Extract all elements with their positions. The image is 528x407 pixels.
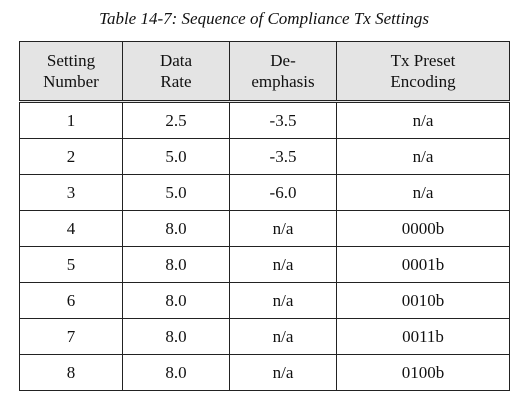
cell-setting-number: 6 [19, 282, 123, 319]
column-header-setting-number: Setting Number [19, 41, 123, 103]
cell-tx-preset-encoding: 0000b [336, 210, 510, 247]
cell-tx-preset-encoding: n/a [336, 174, 510, 211]
table-row: 2 5.0 -3.5 n/a [19, 138, 510, 175]
cell-tx-preset-encoding: 0100b [336, 354, 510, 391]
header-text: Data [159, 51, 193, 70]
cell-setting-number: 2 [19, 138, 123, 175]
cell-setting-number: 8 [19, 354, 123, 391]
column-header-de-emphasis: De- emphasis [229, 41, 337, 103]
table-body: 1 2.5 -3.5 n/a 2 5.0 -3.5 n/a 3 5.0 -6.0… [19, 101, 510, 391]
table-header: Setting Number Data Rate De- emphasis Tx… [19, 41, 510, 103]
cell-setting-number: 1 [19, 101, 123, 139]
cell-setting-number: 7 [19, 318, 123, 355]
cell-data-rate: 5.0 [122, 138, 230, 175]
cell-de-emphasis: n/a [229, 318, 337, 355]
header-text: De- [270, 51, 296, 70]
cell-data-rate: 8.0 [122, 282, 230, 319]
table-row: 3 5.0 -6.0 n/a [19, 174, 510, 211]
cell-setting-number: 3 [19, 174, 123, 211]
column-header-tx-preset-encoding: Tx Preset Encoding [336, 41, 510, 103]
table-row: 4 8.0 n/a 0000b [19, 210, 510, 247]
cell-tx-preset-encoding: 0010b [336, 282, 510, 319]
cell-data-rate: 8.0 [122, 354, 230, 391]
cell-de-emphasis: n/a [229, 354, 337, 391]
header-text: Number [43, 72, 99, 91]
header-text: Rate [160, 72, 192, 91]
header-row: Setting Number Data Rate De- emphasis Tx… [19, 41, 510, 103]
header-text: Setting [46, 51, 96, 70]
table-row: 1 2.5 -3.5 n/a [19, 101, 510, 139]
cell-de-emphasis: -3.5 [229, 101, 337, 139]
table-row: 7 8.0 n/a 0011b [19, 318, 510, 355]
cell-tx-preset-encoding: n/a [336, 101, 510, 139]
cell-data-rate: 2.5 [122, 101, 230, 139]
cell-de-emphasis: -6.0 [229, 174, 337, 211]
cell-de-emphasis: n/a [229, 282, 337, 319]
cell-setting-number: 4 [19, 210, 123, 247]
compliance-tx-settings-table: Setting Number Data Rate De- emphasis Tx… [19, 41, 510, 391]
header-text: Encoding [390, 72, 456, 91]
cell-de-emphasis: n/a [229, 246, 337, 283]
cell-tx-preset-encoding: 0001b [336, 246, 510, 283]
table-row: 8 8.0 n/a 0100b [19, 354, 510, 391]
table-row: 5 8.0 n/a 0001b [19, 246, 510, 283]
cell-data-rate: 8.0 [122, 246, 230, 283]
table-row: 6 8.0 n/a 0010b [19, 282, 510, 319]
cell-de-emphasis: -3.5 [229, 138, 337, 175]
cell-setting-number: 5 [19, 246, 123, 283]
cell-de-emphasis: n/a [229, 210, 337, 247]
cell-data-rate: 5.0 [122, 174, 230, 211]
column-header-data-rate: Data Rate [122, 41, 230, 103]
header-text: Tx Preset [390, 51, 456, 70]
cell-tx-preset-encoding: 0011b [336, 318, 510, 355]
header-text: emphasis [251, 72, 315, 91]
cell-tx-preset-encoding: n/a [336, 138, 510, 175]
table-caption: Table 14-7: Sequence of Compliance Tx Se… [99, 9, 429, 28]
cell-data-rate: 8.0 [122, 318, 230, 355]
cell-data-rate: 8.0 [122, 210, 230, 247]
